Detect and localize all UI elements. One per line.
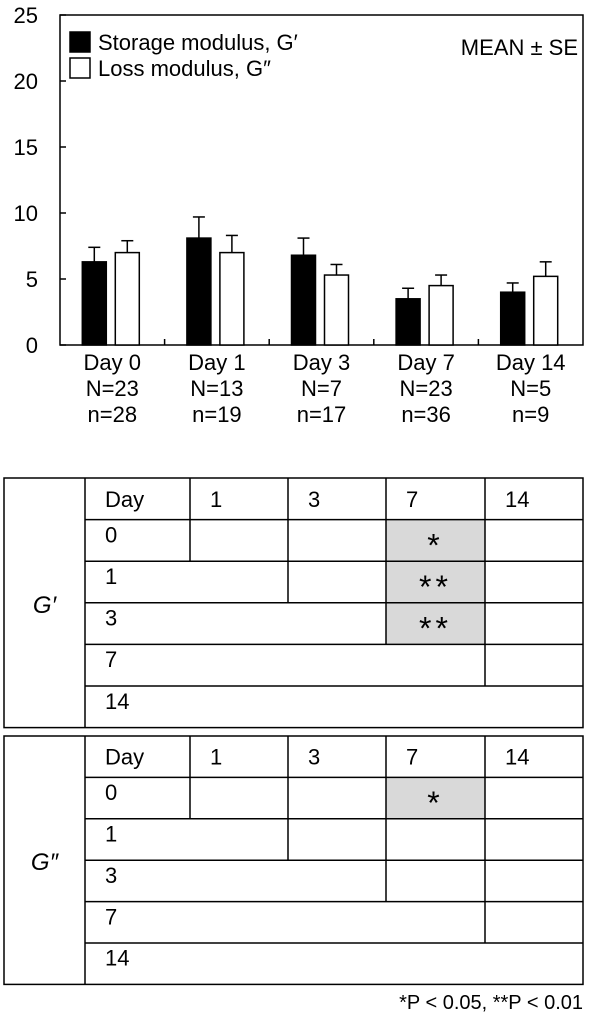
significance-mark-1-7: ** xyxy=(419,569,452,605)
x-N-label-1: N=13 xyxy=(190,376,243,401)
y-tick-label-4: 20 xyxy=(14,69,38,94)
table-header-4: 14 xyxy=(505,487,529,512)
table-header-3: 7 xyxy=(406,487,418,512)
y-tick-label-0: 0 xyxy=(26,333,38,358)
x-n-label-0: n=28 xyxy=(88,402,138,427)
bar-loss-3 xyxy=(428,284,454,346)
x-tick-label-3: Day 7 xyxy=(397,350,454,375)
y-tick-label-3: 15 xyxy=(14,135,38,160)
bar-loss-2 xyxy=(323,274,350,346)
significance-mark-3-7: ** xyxy=(419,611,452,647)
y-tick-label-5: 25 xyxy=(14,3,38,28)
highlight-cell-3-7 xyxy=(386,602,485,645)
bar-loss-0 xyxy=(114,251,141,346)
table-header-1: 1 xyxy=(210,487,222,512)
x-N-label-3: N=23 xyxy=(399,376,452,401)
x-n-label-4: n=9 xyxy=(512,402,549,427)
x-tick-label-2: Day 3 xyxy=(293,350,350,375)
table-row-label-0: 0 xyxy=(105,522,117,547)
table-label: G′ xyxy=(33,592,58,619)
table-row-label-3: 7 xyxy=(105,647,117,672)
bar-storage-0 xyxy=(81,261,108,346)
x-N-label-2: N=7 xyxy=(301,376,342,401)
bar-storage-2 xyxy=(290,254,317,346)
legend-label-0: Storage modulus, G′ xyxy=(98,30,298,55)
highlight-cell-1-7 xyxy=(386,561,485,603)
x-n-label-1: n=19 xyxy=(192,402,242,427)
table-row-label-2: 3 xyxy=(105,606,117,631)
x-n-label-3: n=36 xyxy=(401,402,451,427)
table-header-0: Day xyxy=(105,487,144,512)
bar-storage-1 xyxy=(186,237,212,346)
bar-storage-3 xyxy=(395,298,421,346)
y-tick-label-2: 10 xyxy=(14,201,38,226)
x-n-label-2: n=17 xyxy=(297,402,347,427)
annotation-mean-se: MEAN ± SE xyxy=(461,35,578,60)
legend-swatch-0 xyxy=(69,31,91,53)
legend-swatch-1 xyxy=(69,57,91,79)
x-N-label-4: N=5 xyxy=(510,376,551,401)
y-tick-label-1: 5 xyxy=(26,267,38,292)
x-tick-label-0: Day 0 xyxy=(84,350,141,375)
x-N-label-0: N=23 xyxy=(86,376,139,401)
table-header-2: 3 xyxy=(308,487,320,512)
legend-label-1: Loss modulus, G″ xyxy=(98,56,271,81)
x-tick-label-4: Day 14 xyxy=(496,350,566,375)
highlight-cell-0-7 xyxy=(386,519,485,562)
plot-frame xyxy=(59,14,584,346)
x-tick-label-1: Day 1 xyxy=(188,350,245,375)
table-row-label-1: 1 xyxy=(105,564,117,589)
table-row-label-4: 14 xyxy=(105,689,129,714)
significance-mark-0-7: * xyxy=(427,527,443,563)
significance-footnote: *P < 0.05, **P < 0.01 xyxy=(399,992,583,1014)
